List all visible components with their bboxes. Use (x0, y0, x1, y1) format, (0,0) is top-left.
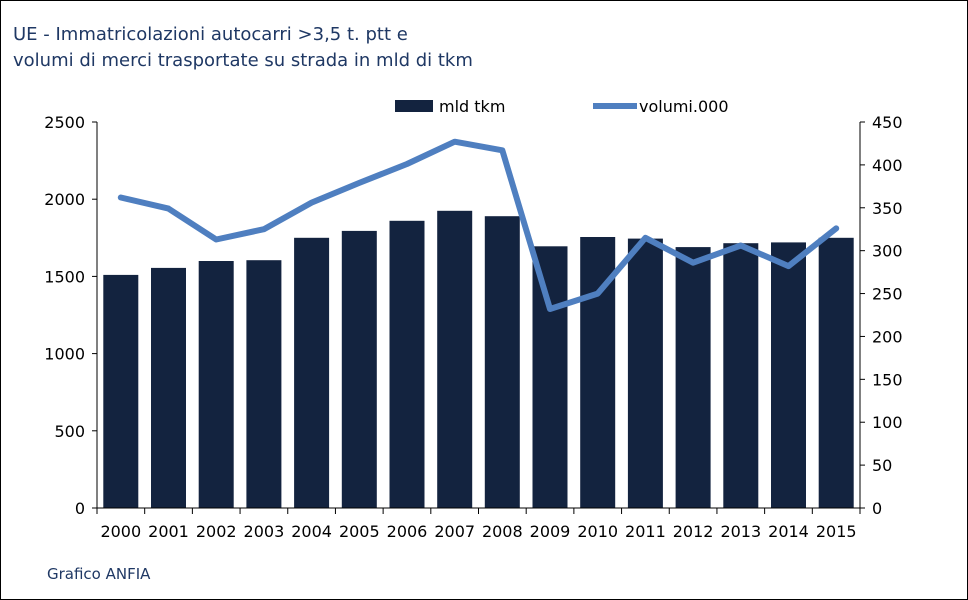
x-tick-label: 2008 (482, 522, 523, 541)
x-tick-label: 2014 (768, 522, 809, 541)
chart-axes (92, 121, 865, 514)
bar-2007 (437, 210, 473, 509)
x-tick-label: 2000 (100, 522, 141, 541)
x-axis-labels: 2000 2001 2002 2003 2004 2005 2006 2007 2008 2009… (100, 522, 856, 541)
y-right-tick-label: 100 (872, 413, 903, 432)
x-tick-label: 2004 (291, 522, 332, 541)
y-right-tick-label: 50 (872, 456, 892, 475)
bar-2015 (818, 237, 854, 509)
bar-2011 (627, 238, 663, 508)
y-left-tick-label: 1500 (44, 267, 85, 286)
x-tick-label: 2005 (339, 522, 380, 541)
chart-legend: mld tkm volumi.000 (395, 97, 729, 116)
y-right-tick-label: 300 (872, 242, 903, 261)
x-tick-label: 2012 (673, 522, 714, 541)
bar-2012 (675, 247, 711, 508)
line-volumi (117, 138, 840, 312)
bar-2006 (389, 220, 425, 509)
y-right-tick-label: 350 (872, 199, 903, 218)
source-note: Grafico ANFIA (47, 565, 151, 583)
x-tick-label: 2011 (625, 522, 666, 541)
x-tick-label: 2002 (196, 522, 237, 541)
bar-2001 (151, 267, 186, 508)
chart-title-line-1: UE - Immatricolazioni autocarri >3,5 t. … (13, 24, 408, 45)
bar-series-mld-tkm (103, 210, 854, 509)
y-right-tick-label: 200 (872, 327, 903, 346)
x-tick-label: 2006 (387, 522, 428, 541)
y-left-tick-label: 2000 (44, 190, 85, 209)
y-right-tick-label: 250 (872, 285, 903, 304)
legend-label-mld-tkm: mld tkm (439, 97, 505, 116)
x-tick-label: 2009 (530, 522, 571, 541)
line-series-volumi (117, 138, 840, 312)
bar-2004 (294, 237, 330, 509)
legend-label-volumi: volumi.000 (639, 97, 729, 116)
x-tick-label: 2010 (577, 522, 618, 541)
chart-title-line-2: volumi di merci trasportate su strada in… (13, 50, 473, 71)
y-right-tick-label: 400 (872, 156, 903, 175)
y-right-tick-label: 150 (872, 370, 903, 389)
y-axis-left-labels: 0 500 1000 1500 2000 2500 (44, 113, 85, 518)
x-tick-label: 2013 (720, 522, 761, 541)
bar-2008 (484, 216, 520, 508)
bar-2013 (723, 243, 759, 508)
x-tick-label: 2007 (434, 522, 475, 541)
bar-2005 (341, 230, 377, 508)
x-tick-label: 2001 (148, 522, 189, 541)
y-left-tick-label: 500 (54, 422, 85, 441)
bar-2002 (198, 261, 234, 508)
y-axis-right-labels: 0 50 100 150 200 250 300 350 400 450 (872, 113, 903, 518)
y-left-tick-label: 0 (75, 499, 85, 518)
y-left-tick-label: 1000 (44, 345, 85, 364)
chart-title: UE - Immatricolazioni autocarri >3,5 t. … (13, 22, 713, 74)
bar-2009 (532, 246, 568, 509)
y-right-tick-label: 0 (872, 499, 882, 518)
legend-swatch-mld-tkm (395, 100, 433, 112)
y-right-tick-label: 450 (872, 113, 903, 132)
x-tick-label: 2003 (244, 522, 285, 541)
x-tick-label: 2015 (816, 522, 857, 541)
y-left-tick-label: 2500 (44, 113, 85, 132)
bar-2014 (771, 242, 806, 508)
bar-2003 (246, 260, 282, 508)
bar-2000 (103, 274, 139, 508)
